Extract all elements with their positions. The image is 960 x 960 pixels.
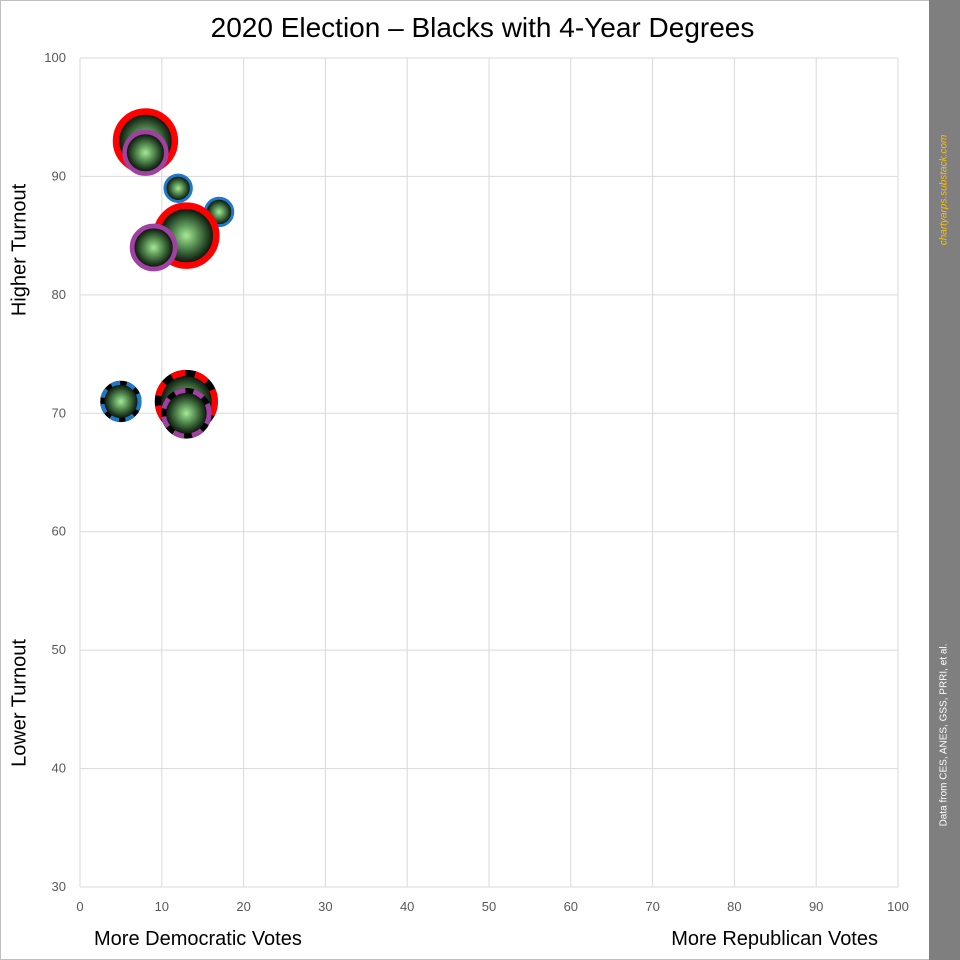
data-point (163, 173, 193, 203)
x-tick-label: 90 (809, 899, 823, 914)
x-axis-label-left: More Democratic Votes (94, 928, 302, 950)
y-tick-label: 90 (52, 168, 66, 183)
y-tick-label: 30 (52, 879, 66, 894)
y-tick-label: 40 (52, 761, 66, 776)
y-tick-label: 100 (44, 50, 66, 65)
x-tick-label: 80 (727, 899, 741, 914)
x-tick-label: 10 (155, 899, 169, 914)
gridlines (79, 57, 899, 888)
y-axis-label-low: Lower Turnout (8, 639, 31, 767)
x-tick-label: 0 (76, 899, 83, 914)
data-point (100, 380, 142, 423)
y-tick-label: 60 (52, 524, 66, 539)
y-tick-label: 50 (52, 642, 66, 657)
x-tick-label: 40 (400, 899, 414, 914)
x-axis-label-right: More Republican Votes (671, 928, 878, 950)
chart-title: 2020 Election – Blacks with 4-Year Degre… (210, 12, 755, 43)
data-point (161, 387, 212, 439)
tick-labels: 0 10 20 30 40 50 60 70 80 90 100 30 40 50 60 70 80 90 100 (44, 50, 909, 914)
x-tick-label: 60 (564, 899, 578, 914)
x-tick-label: 50 (482, 899, 496, 914)
x-tick-label: 30 (318, 899, 332, 914)
y-tick-label: 70 (52, 405, 66, 420)
data-points (100, 108, 235, 439)
x-tick-label: 100 (887, 899, 909, 914)
x-tick-label: 70 (645, 899, 659, 914)
data-point (129, 223, 178, 272)
y-axis-label-high: Higher Turnout (8, 183, 31, 317)
x-tick-label: 20 (236, 899, 250, 914)
side-bar (929, 0, 960, 960)
y-tick-label: 80 (52, 287, 66, 302)
data-point (122, 129, 169, 176)
